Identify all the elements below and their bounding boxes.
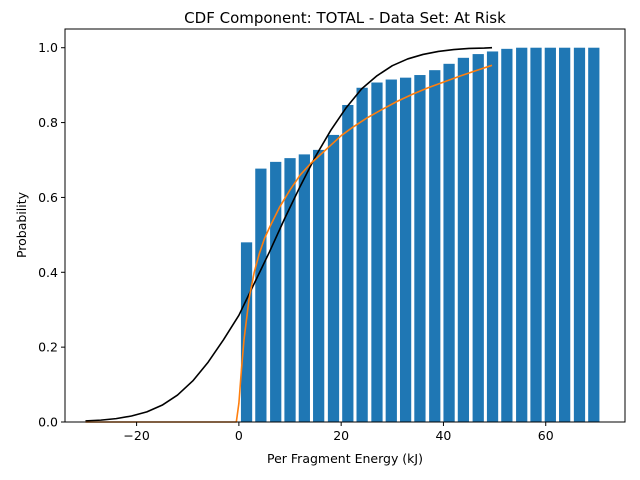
bar-2 [270, 161, 282, 422]
bars-layer [240, 47, 600, 423]
bar-16 [472, 54, 484, 422]
bar-19 [516, 47, 528, 423]
bar-15 [457, 57, 470, 422]
y-tick-label: 0.2 [38, 340, 58, 355]
bar-13 [429, 70, 441, 423]
bar-24 [588, 47, 600, 423]
bar-23 [573, 47, 586, 423]
bar-1 [255, 168, 267, 422]
x-tick-label: 60 [538, 428, 554, 443]
bar-5 [313, 149, 325, 422]
x-axis: −20 0 20 40 60 [123, 422, 554, 443]
x-tick-label: 0 [235, 428, 243, 443]
chart-title: CDF Component: TOTAL - Data Set: At Risk [184, 9, 506, 27]
bar-20 [530, 47, 542, 423]
x-tick-label: −20 [123, 428, 149, 443]
bar-4 [298, 154, 310, 422]
bar-21 [544, 47, 556, 423]
bar-7 [342, 104, 354, 422]
y-tick-label: 0.8 [38, 115, 58, 130]
y-tick-label: 1.0 [38, 40, 58, 55]
bar-9 [371, 82, 383, 423]
x-axis-label: Per Fragment Energy (kJ) [267, 451, 423, 466]
x-tick-label: 40 [435, 428, 451, 443]
bar-10 [385, 79, 397, 422]
bar-11 [399, 77, 412, 422]
bar-0 [240, 242, 253, 422]
y-axis: 0.0 0.2 0.4 0.6 0.8 1.0 [38, 40, 65, 430]
series-line-0 [85, 46, 493, 422]
x-tick-label: 20 [333, 428, 349, 443]
bar-22 [559, 47, 571, 423]
bar-14 [443, 63, 455, 423]
bar-3 [284, 158, 296, 422]
bar-8 [356, 87, 368, 422]
plot-frame [64, 28, 626, 423]
y-tick-label: 0.4 [38, 265, 58, 280]
y-tick-label: 0.6 [38, 190, 58, 205]
bar-12 [414, 75, 426, 422]
bar-6 [327, 134, 340, 423]
lines-layer [85, 46, 493, 423]
series-line-1 [85, 64, 493, 423]
bar-17 [486, 51, 499, 423]
y-tick-label: 0.0 [38, 415, 58, 430]
y-axis-label: Probability [14, 191, 29, 258]
bar-18 [501, 48, 513, 423]
